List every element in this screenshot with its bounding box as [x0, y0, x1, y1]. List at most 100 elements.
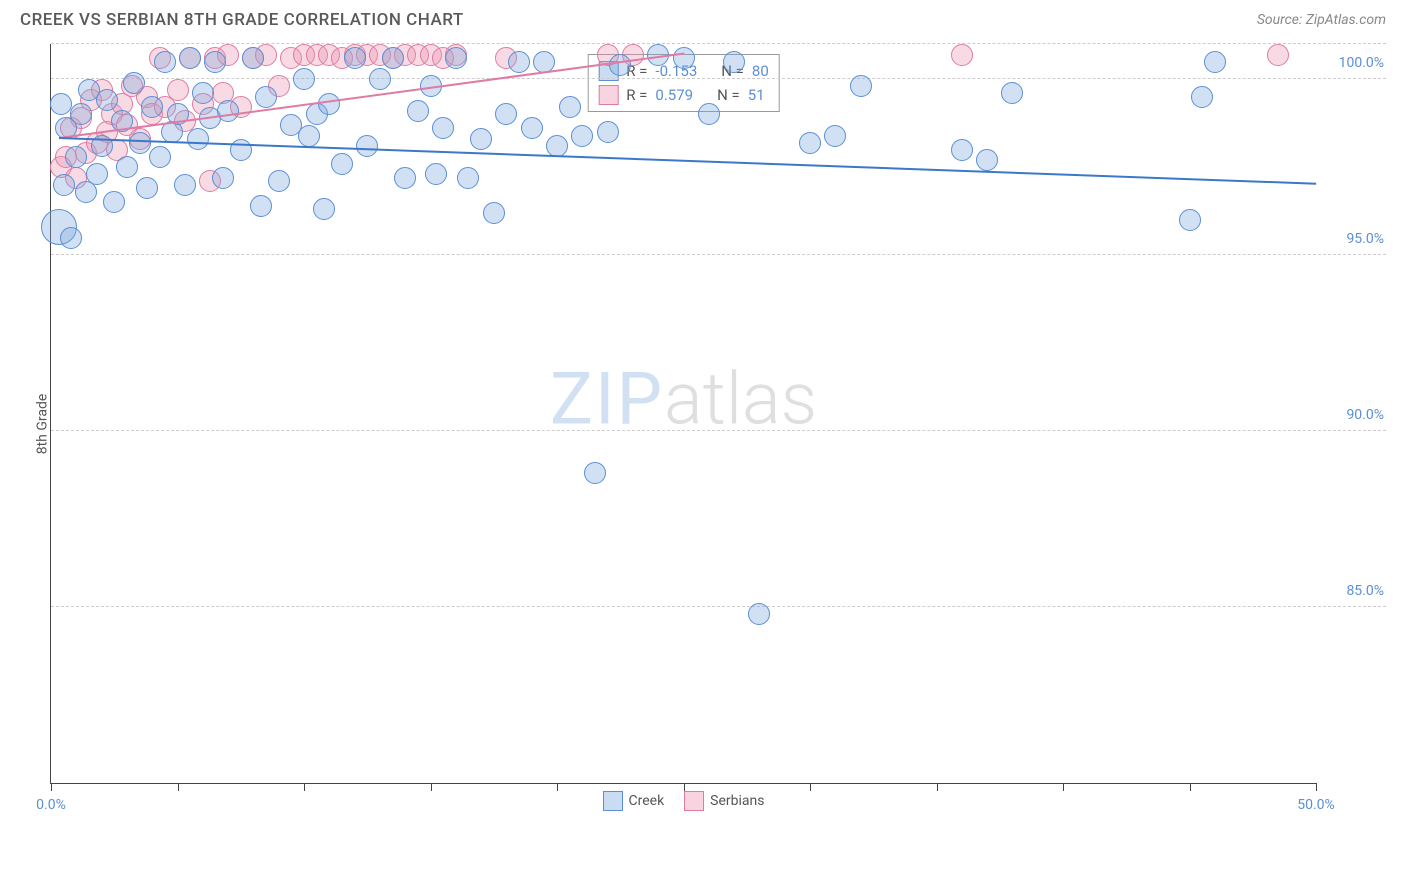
creek-point [824, 125, 846, 147]
creek-point [850, 75, 872, 97]
creek-point [432, 117, 454, 139]
creek-point [204, 51, 226, 73]
creek-point [149, 146, 171, 168]
x-tick [1190, 783, 1191, 791]
x-tick [178, 783, 179, 791]
creek-point [154, 51, 176, 73]
creek-point [445, 47, 467, 69]
creek-point [298, 125, 320, 147]
creek-point [673, 47, 695, 69]
n-value-serbian: 51 [748, 86, 765, 104]
creek-point [470, 128, 492, 150]
chart-header: CREEK VS SERBIAN 8TH GRADE CORRELATION C… [0, 0, 1406, 34]
legend-label-creek: Creek [629, 793, 665, 809]
creek-point [584, 462, 606, 484]
creek-point [951, 139, 973, 161]
creek-point [318, 93, 340, 115]
creek-point [698, 103, 720, 125]
creek-point [748, 603, 770, 625]
creek-point [141, 96, 163, 118]
creek-point [50, 93, 72, 115]
y-axis-label: 8th Grade [34, 394, 50, 455]
creek-point [382, 47, 404, 69]
r-value-serbian: 0.579 [655, 86, 693, 104]
y-tick-label: 85.0% [1346, 583, 1384, 599]
creek-point [425, 163, 447, 185]
serbian-swatch-icon [598, 85, 618, 105]
creek-point [179, 47, 201, 69]
creek-point [242, 47, 264, 69]
chart-title: CREEK VS SERBIAN 8TH GRADE CORRELATION C… [20, 10, 464, 30]
creek-point [369, 68, 391, 90]
serbian-point [167, 79, 189, 101]
creek-point [344, 47, 366, 69]
creek-point [483, 202, 505, 224]
x-tick [810, 783, 811, 791]
creek-point [53, 174, 75, 196]
creek-point [609, 54, 631, 76]
creek-point [331, 153, 353, 175]
creek-point [136, 177, 158, 199]
gridline [51, 254, 1386, 255]
series-legend: Creek Serbians [603, 791, 765, 811]
creek-point [597, 121, 619, 143]
creek-point [192, 82, 214, 104]
creek-point [217, 100, 239, 122]
creek-point [250, 195, 272, 217]
creek-point [799, 132, 821, 154]
legend-label-serbian: Serbians [710, 793, 764, 809]
creek-point [407, 100, 429, 122]
creek-point [70, 103, 92, 125]
creek-point [103, 191, 125, 213]
creek-point [457, 167, 479, 189]
stats-row-serbian: R = 0.579 N = 51 [598, 83, 769, 107]
watermark: ZIPatlas [550, 356, 817, 441]
creek-point [116, 156, 138, 178]
gridline [51, 78, 1386, 79]
x-tick-label: 0.0% [36, 797, 66, 813]
gridline [51, 430, 1386, 431]
gridline [51, 606, 1386, 607]
chart-container: 8th Grade ZIPatlas R = -0.153 N = 80 R =… [50, 34, 1386, 814]
creek-point [521, 117, 543, 139]
n-label: N = [717, 86, 740, 104]
x-tick-label: 50.0% [1297, 797, 1335, 813]
legend-item-serbian: Serbians [684, 791, 764, 811]
creek-point [255, 86, 277, 108]
y-tick-label: 100.0% [1339, 55, 1384, 71]
creek-point [1204, 51, 1226, 73]
creek-point [394, 167, 416, 189]
x-tick [304, 783, 305, 791]
creek-point [230, 139, 252, 161]
x-tick [1316, 783, 1317, 791]
legend-item-creek: Creek [603, 791, 665, 811]
creek-point [129, 132, 151, 154]
creek-point [559, 96, 581, 118]
serbian-point [951, 44, 973, 66]
creek-point [1001, 82, 1023, 104]
creek-point [60, 227, 82, 249]
creek-point [495, 103, 517, 125]
watermark-left: ZIP [550, 356, 664, 441]
creek-point [96, 89, 118, 111]
serbian-swatch-icon [684, 791, 704, 811]
x-tick [937, 783, 938, 791]
gridline [51, 43, 1386, 44]
x-tick [557, 783, 558, 791]
x-tick [1063, 783, 1064, 791]
creek-point [212, 167, 234, 189]
source-attribution: Source: ZipAtlas.com [1257, 12, 1386, 28]
plot-area: ZIPatlas R = -0.153 N = 80 R = 0.579 N =… [50, 44, 1316, 784]
y-tick-label: 95.0% [1346, 231, 1384, 247]
creek-point [268, 170, 290, 192]
creek-point [293, 68, 315, 90]
creek-point [65, 146, 87, 168]
creek-point [187, 128, 209, 150]
creek-point [571, 125, 593, 147]
serbian-point [1267, 44, 1289, 66]
creek-swatch-icon [603, 791, 623, 811]
creek-point [1179, 209, 1201, 231]
creek-point [976, 149, 998, 171]
creek-point [546, 135, 568, 157]
creek-point [1191, 86, 1213, 108]
